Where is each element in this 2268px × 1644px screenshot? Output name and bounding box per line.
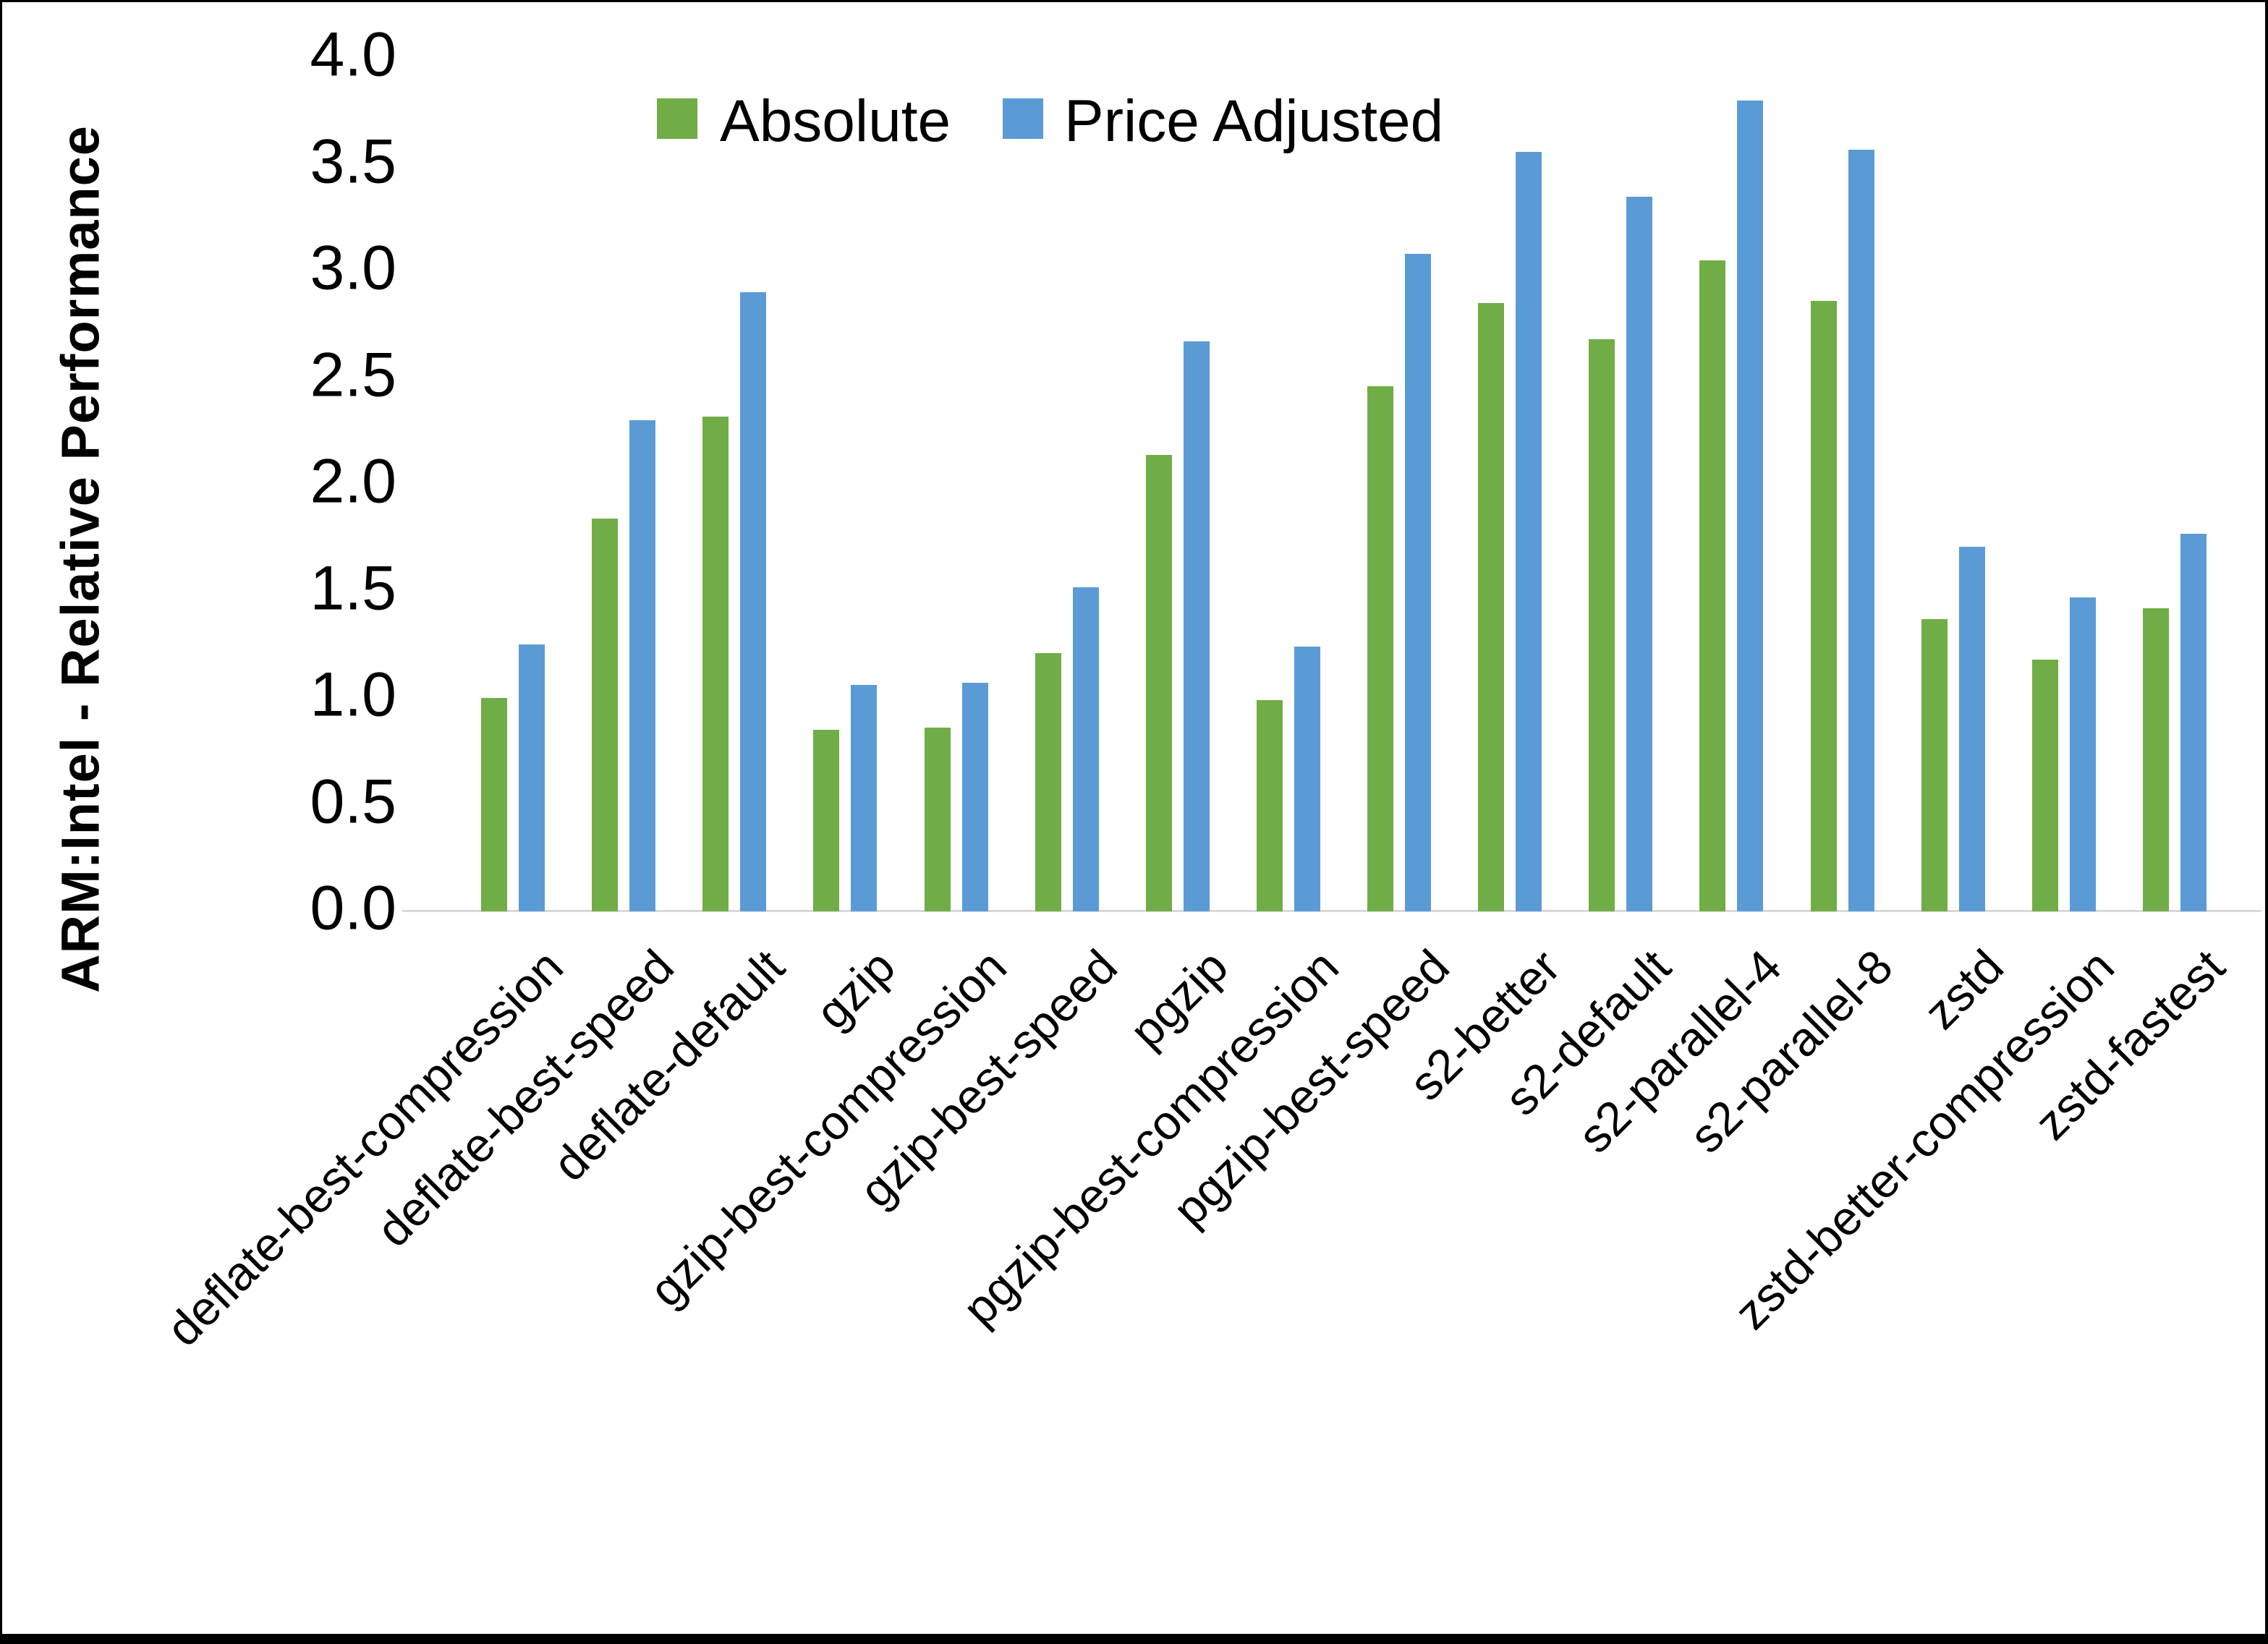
bar-price-adjusted-gzip	[851, 685, 877, 911]
legend-label-price-adjusted: Price Adjusted	[1064, 88, 1444, 154]
bar-price-adjusted-s2-default	[1626, 197, 1652, 911]
bar-price-adjusted-zstd-better-compression	[2070, 597, 2096, 911]
bar-price-adjusted-s2-parallel-8	[1848, 150, 1874, 911]
bar-price-adjusted-deflate-default	[740, 292, 766, 911]
bar-price-adjusted-gzip-best-speed	[1073, 587, 1099, 911]
y-tick-label: 2.5	[310, 340, 396, 410]
y-tick-label: 4.0	[310, 20, 396, 90]
bar-price-adjusted-s2-better	[1516, 152, 1542, 911]
bar-absolute-s2-better	[1478, 303, 1504, 911]
bar-price-adjusted-deflate-best-speed	[629, 420, 655, 911]
bar-absolute-zstd-fastest	[2143, 608, 2169, 911]
bar-price-adjusted-deflate-best-compression	[519, 644, 545, 911]
bar-price-adjusted-zstd	[1959, 547, 1985, 911]
y-tick-label: 0.0	[310, 873, 396, 943]
y-tick-label: 3.0	[310, 233, 396, 303]
bar-absolute-gzip-best-compression	[925, 728, 951, 911]
y-tick-label: 2.0	[310, 446, 396, 516]
legend-swatch-absolute	[657, 98, 697, 139]
x-axis-line	[402, 910, 2261, 912]
bar-absolute-s2-parallel-4	[1699, 260, 1725, 911]
legend-swatch-price-adjusted	[1003, 98, 1043, 139]
bar-price-adjusted-pgzip-best-compression	[1294, 647, 1320, 911]
bar-price-adjusted-gzip-best-compression	[962, 683, 988, 911]
bar-absolute-s2-parallel-8	[1811, 301, 1837, 911]
bar-price-adjusted-pgzip-best-speed	[1405, 254, 1431, 911]
y-tick-label: 1.0	[310, 660, 396, 730]
bar-absolute-gzip	[813, 730, 839, 911]
bar-absolute-pgzip	[1146, 455, 1172, 911]
legend-label-absolute: Absolute	[720, 88, 951, 154]
y-tick-label: 3.5	[310, 127, 396, 197]
bar-price-adjusted-zstd-fastest	[2180, 534, 2207, 911]
bar-absolute-deflate-best-speed	[592, 519, 618, 911]
bar-absolute-deflate-best-compression	[481, 698, 507, 911]
y-tick-label: 0.5	[310, 767, 396, 837]
bar-absolute-zstd	[1921, 619, 1948, 911]
y-axis-title: ARM:Intel - Relative Performance	[50, 125, 111, 993]
bar-absolute-deflate-default	[702, 417, 729, 911]
bar-price-adjusted-s2-parallel-4	[1737, 101, 1763, 911]
bar-absolute-s2-default	[1589, 339, 1615, 911]
bar-price-adjusted-pgzip	[1184, 341, 1210, 911]
y-tick-label: 1.5	[310, 553, 396, 623]
bar-absolute-pgzip-best-compression	[1257, 700, 1283, 911]
bar-absolute-zstd-better-compression	[2032, 660, 2058, 911]
bar-absolute-gzip-best-speed	[1035, 653, 1061, 911]
bar-absolute-pgzip-best-speed	[1367, 386, 1393, 911]
